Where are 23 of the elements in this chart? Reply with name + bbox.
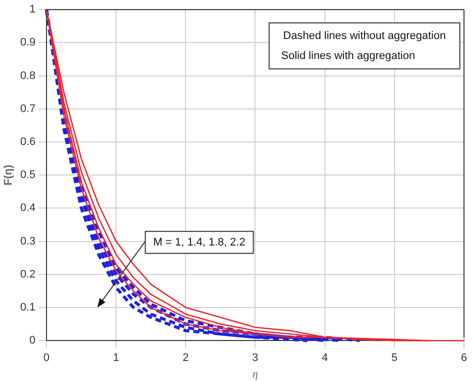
x-tick-label: 1 — [113, 352, 120, 364]
y-tick-label: 0.8 — [20, 70, 36, 82]
x-tick-label: 4 — [322, 352, 328, 364]
y-tick-label: 0 — [29, 334, 36, 347]
y-tick-label: 0.4 — [20, 202, 36, 214]
y-axis-title: F(η) — [2, 164, 15, 186]
annotation: Solid lines with aggregation — [281, 50, 416, 62]
annotation: M = 1, 1.4, 1.8, 2.2 — [153, 236, 246, 248]
y-tick-label: 0.9 — [20, 36, 36, 49]
x-tick-label: 6 — [460, 352, 468, 364]
x-tick-label: 3 — [252, 352, 258, 364]
y-tick-label: 1 — [29, 4, 36, 16]
y-tick-label: 0.6 — [20, 136, 36, 148]
x-tick-label: 2 — [182, 352, 189, 364]
y-tick-label: 0.1 — [20, 302, 36, 314]
x-tick-label: 5 — [391, 352, 398, 364]
annotation: Dashed lines without aggregation — [283, 30, 446, 42]
x-axis-title: η — [252, 368, 258, 380]
y-tick-label: 0.5 — [20, 169, 36, 182]
y-tick-label: 0.7 — [20, 102, 36, 115]
y-tick-label: 0.3 — [20, 235, 36, 248]
x-tick-label: 0 — [43, 352, 50, 364]
y-tick-label: 0.2 — [20, 268, 36, 280]
